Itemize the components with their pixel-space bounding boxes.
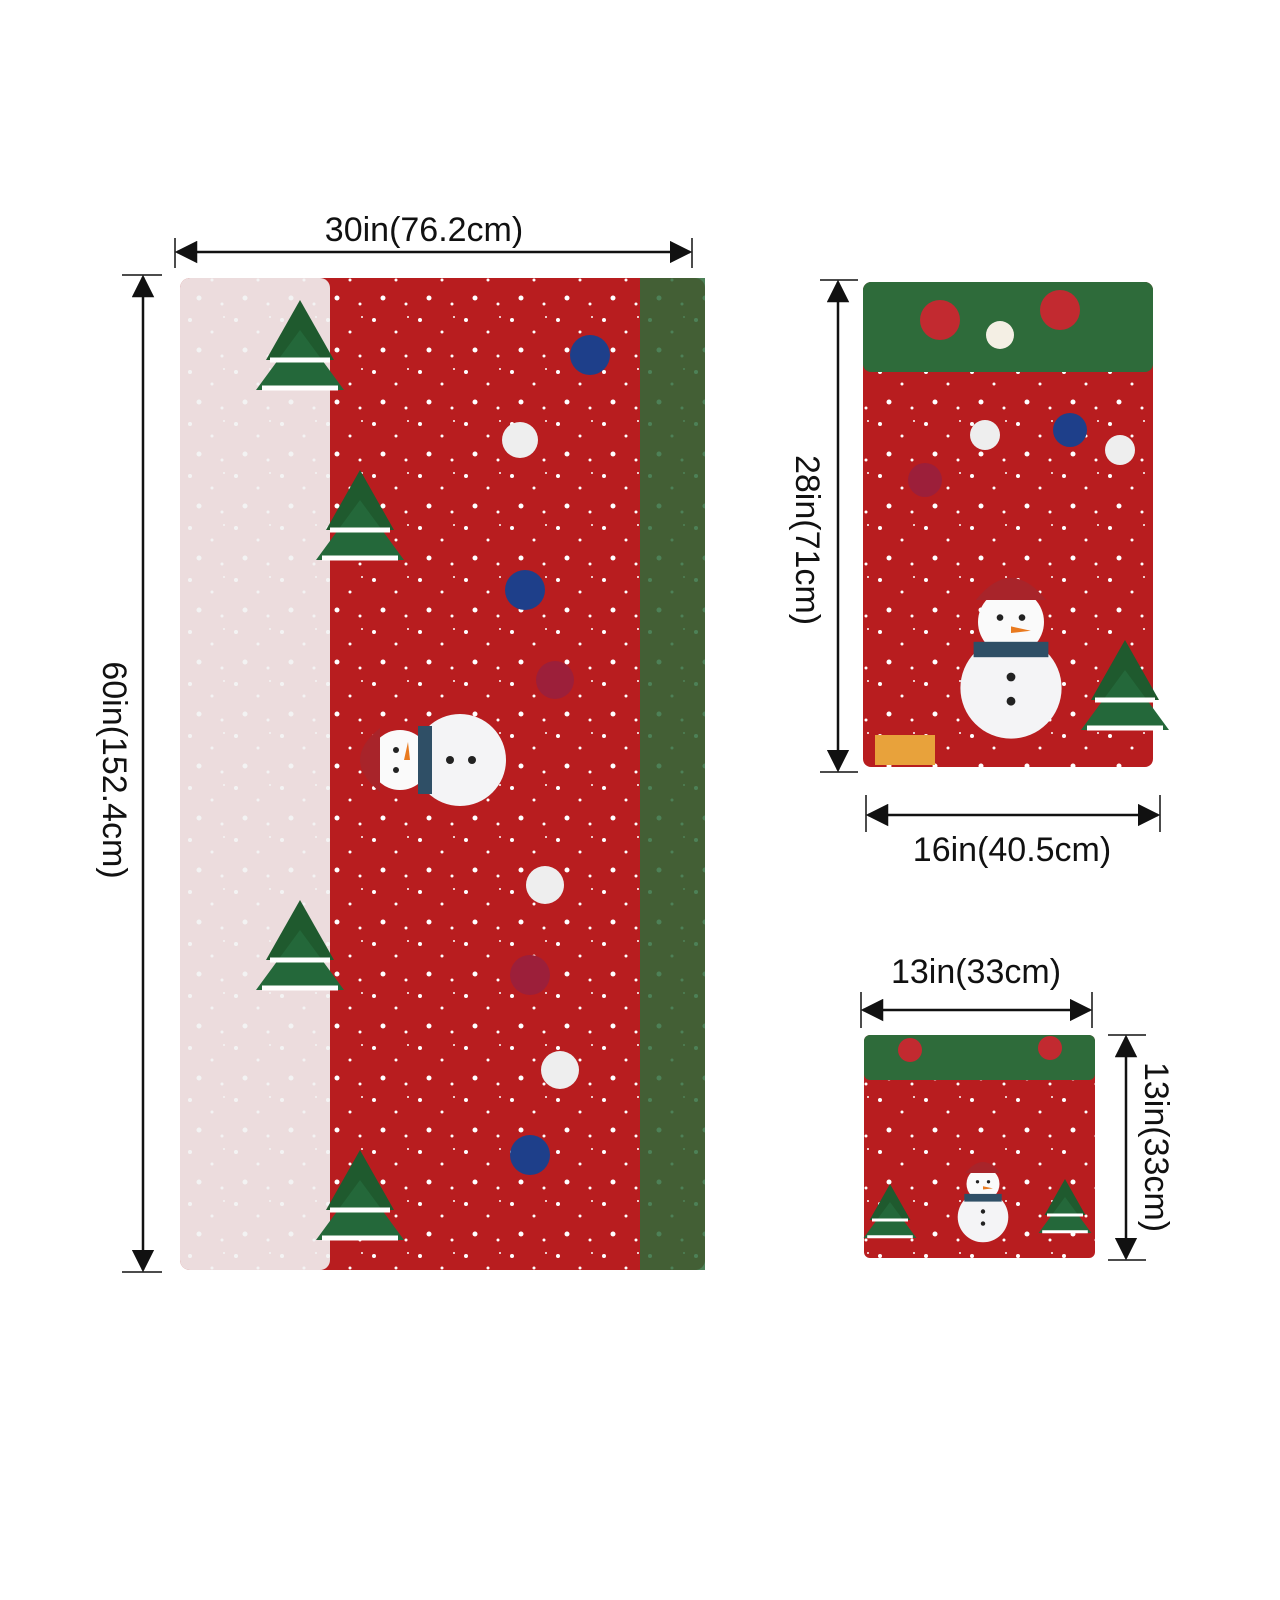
bath-height-label: 60in(152.4cm) [95,661,133,878]
hand-towel [863,282,1169,767]
hand-width-label: 16in(40.5cm) [913,831,1111,869]
washcloth [862,1035,1095,1258]
hand-height-label: 28in(71cm) [788,455,826,625]
bath-width-label: 30in(76.2cm) [325,211,523,249]
wash-width-label: 13in(33cm) [891,953,1061,991]
wash-height-label: 13in(33cm) [1137,1062,1175,1232]
dimension-lines [122,238,1161,1273]
bath-towel [180,278,705,1270]
